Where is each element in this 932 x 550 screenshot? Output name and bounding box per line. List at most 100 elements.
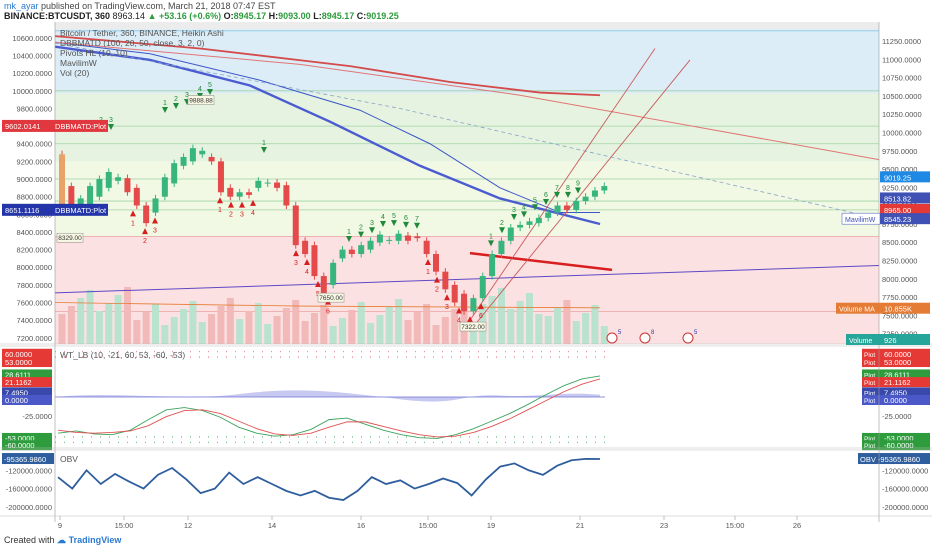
author-link[interactable]: mk_ayar [4,1,39,11]
candle [601,186,608,191]
pivot-number: 9 [576,180,580,187]
x-tick-label: 14 [268,521,276,530]
legend-volume[interactable]: Vol (20) [60,68,89,78]
y-tick-right-label: 10500.0000 [882,92,922,101]
wt-right-label-bg [880,387,930,398]
candle [208,156,215,162]
chart-canvas[interactable]: 2312345112312343456123456712345612345678… [0,22,932,542]
x-tick-label: 19 [487,521,495,530]
pivot-number: 3 [294,260,298,267]
obv-legend[interactable]: OBV [60,454,78,464]
candle [339,249,346,259]
up-arrow-icon: ▲ [147,11,157,21]
wt-left-label: 7.4950 [5,388,28,397]
volume-bar [95,311,103,344]
y-tick-label: 8000.0000 [17,263,52,272]
wt-legend[interactable]: WT_LB (10, -21, 60, 53, -60, -53) [60,350,185,360]
o-label: O: [223,11,234,21]
legend-mavilim[interactable]: MavilimW [60,58,97,68]
wt-right-label: 21.1162 [884,378,911,387]
wt-right-label-bg [880,377,930,388]
wt-left-label: -53.0000 [5,434,35,443]
volume-bar [189,301,197,344]
pivot-number: 1 [131,220,135,227]
x-tick-label: 23 [660,521,668,530]
level-tag-bg [52,203,108,216]
candle [87,186,94,206]
volume-tag-bg [846,334,880,345]
volume-bar [123,287,131,344]
pivot-number: 2 [359,225,363,232]
indicator-lines [55,35,879,332]
pivot-number: 3 [153,227,157,234]
y-tick-label: 7200.0000 [17,334,52,343]
pivot-number: 4 [198,86,202,93]
y-tick-right-label: 9250.0000 [882,183,917,192]
wt-left-label-bg [2,348,52,359]
candle [283,185,290,206]
pivot-number: 6 [544,192,548,199]
obv-tick-label: -200000.0000 [6,503,52,512]
y-tick-label: 9200.0000 [17,157,52,166]
volume-bar [161,325,169,344]
price-box-text: 9888.88 [189,98,213,105]
y-tick-label: 8800.0000 [17,193,52,202]
mavilim-line [55,264,879,294]
legend-pivots[interactable]: Pivots HL (10, 10) [60,48,128,58]
obv-tick-right-label: -120000.0000 [882,466,928,475]
pivot-number: 3 [109,117,113,124]
wt-plot-tag-bg [862,348,880,359]
wt-left-label: -60.0000 [5,441,35,450]
legend-dbbmatd[interactable]: DBBMATD (100, 20, 50, close, 3, 2, 0) [60,38,205,48]
tradingview-brand[interactable]: TradingView [68,535,122,545]
pivot-number: 4 [381,214,385,221]
volume-bar [77,298,85,344]
pivot-up-icon [304,258,310,265]
volume-bar [554,308,562,344]
wt-plot-tag-bg [862,369,880,380]
x-tick-label: 26 [793,521,801,530]
wt-right-label: -53.0000 [884,434,914,443]
pivot-number: 2 [174,96,178,103]
symbol-ohlc: BINANCE:BTCUSDT, 360 8963.14 ▲ +53.16 (+… [4,11,399,21]
volume-bar [273,316,281,344]
wt-plot-tag: Plot [864,380,875,387]
y-tick-right-label: 11250.0000 [882,37,921,46]
pivot-up-icon [293,250,299,257]
volume-bar [488,296,496,344]
wt-line [57,378,601,438]
right-label-bg [880,302,930,314]
right-label-bg [880,334,930,345]
candle [320,276,327,294]
legend: Bitcoin / Tether, 360, BINANCE, Heikin A… [60,28,224,78]
candle [395,233,402,241]
candle [545,212,552,218]
event-count: 5 [694,330,698,336]
wt-histogram [55,390,600,402]
y-tick-right-label: 8750.0000 [882,220,917,229]
close-value: 9019.25 [366,11,399,21]
candle [152,198,159,213]
volume-bar [282,308,290,344]
wt-lb-pane: 60.0000 60.0000 Plot 53.0000 53.0000 Plot 28.6… [2,348,930,451]
symbol: BINANCE:BTCUSDT, 360 [4,11,111,21]
pivot-number: 6 [479,313,483,320]
pivot-number: 3 [185,92,189,99]
band [55,29,879,94]
pivot-number: 4 [522,204,526,211]
pivot-down-icon [511,213,517,220]
volume-bar [236,319,244,344]
volume-bar [591,305,599,344]
candle [180,156,187,166]
volume-bar [395,299,403,344]
volume-bar [301,321,309,344]
pivot-down-icon [575,187,581,194]
wt-left-label: 28.6111 [5,370,31,379]
wt-left-label: 0.0000 [5,396,28,405]
volume-bar [582,313,590,344]
candle [526,221,533,225]
candle [274,182,281,188]
footer: Created with ☁ TradingView [4,535,121,546]
candle [161,177,168,197]
price-box [459,321,487,332]
